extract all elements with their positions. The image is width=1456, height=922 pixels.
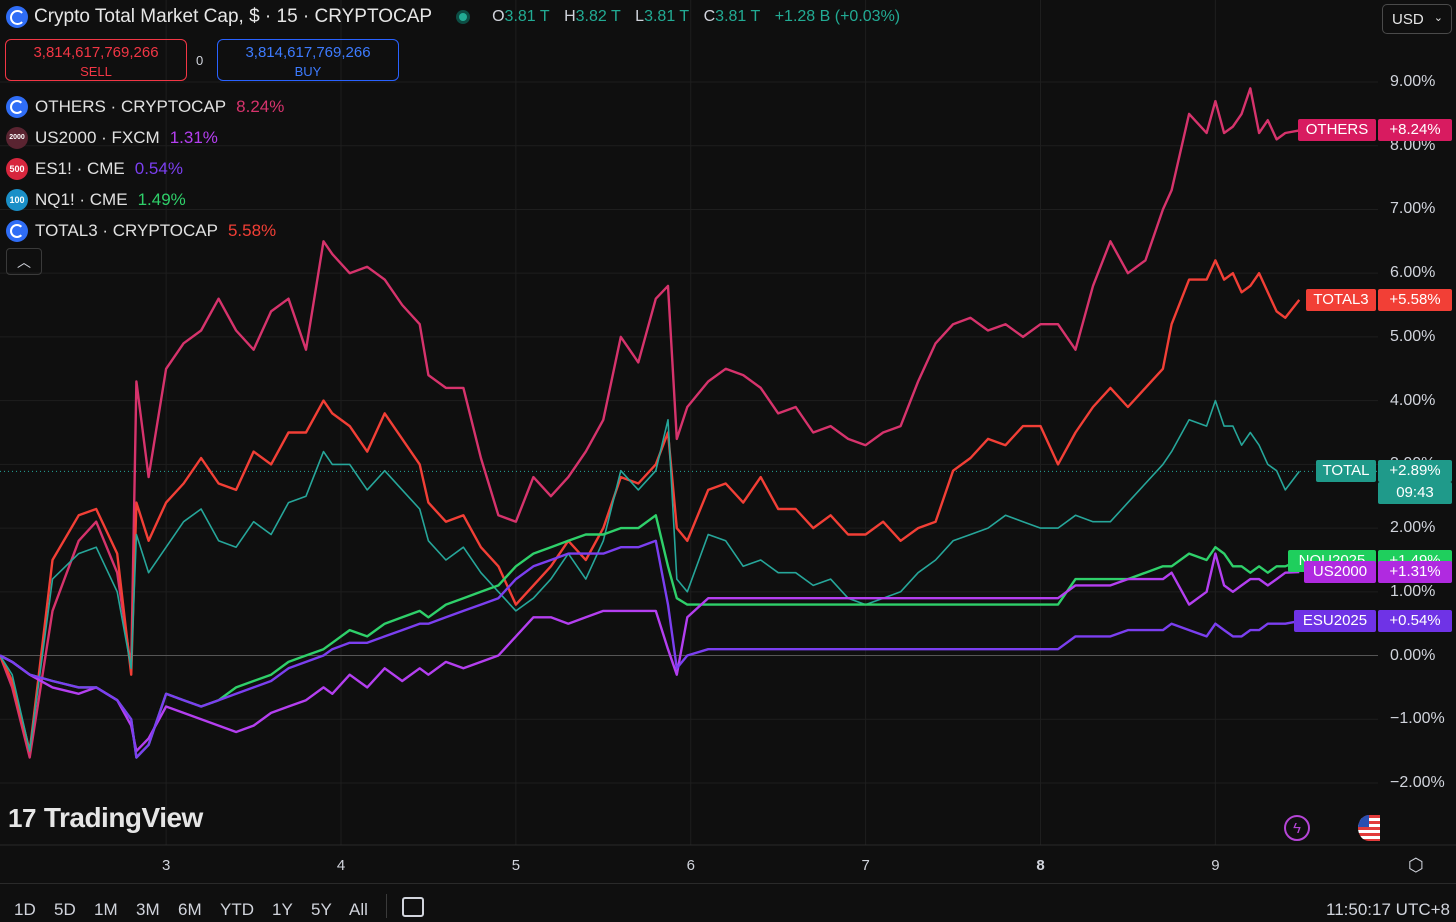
market-status-icon[interactable] [456, 10, 471, 24]
y-tick-label: 6.00% [1390, 264, 1436, 282]
legend-symbol: ES1! · CME [35, 158, 125, 178]
timeframe-button[interactable]: 5Y [311, 900, 332, 919]
series-line-esu2025 [0, 539, 1300, 759]
y-tick-label: 4.00% [1390, 391, 1436, 409]
series-line-others [0, 87, 1300, 759]
timeframe-button[interactable]: 1D [14, 900, 36, 919]
chart-title[interactable]: Crypto Total Market Cap, $ · 15 · CRYPTO… [34, 6, 433, 27]
timeframe-button[interactable]: YTD [220, 900, 254, 919]
legend: OTHERS · CRYPTOCAP 8.24% 2000 US2000 · FXCM… [6, 91, 284, 247]
legend-symbol: TOTAL3 · CRYPTOCAP [35, 221, 218, 241]
chevron-up-icon: ︿ [17, 253, 31, 270]
x-tick-label: 7 [861, 857, 870, 874]
legend-symbol: OTHERS · CRYPTOCAP [35, 96, 227, 116]
x-tick-label: 9 [1211, 857, 1220, 874]
buy-button[interactable]: 3,814,617,769,266 BUY [217, 39, 399, 81]
legend-symbol: US2000 · FXCM [35, 127, 160, 147]
chevron-down-icon: ⌄ [1433, 12, 1443, 24]
y-tick-label: 1.00% [1390, 582, 1436, 600]
cryptocap-icon [6, 6, 28, 28]
legend-row[interactable]: OTHERS · CRYPTOCAP 8.24% [6, 91, 284, 122]
series-line-us2000 [0, 552, 1300, 753]
cryptocap-icon [6, 220, 28, 243]
x-tick-label: 8 [1036, 857, 1045, 874]
timeframe-button[interactable]: 1M [94, 900, 118, 919]
calendar-goto-icon[interactable] [402, 897, 424, 917]
series-value-tag: +8.24% [1378, 119, 1452, 142]
series-name-tag: OTHERS [1298, 119, 1376, 142]
y-tick-label: −1.00% [1390, 710, 1445, 728]
tradingview-watermark[interactable]: 17 TradingView [8, 802, 203, 833]
timeframe-button[interactable]: 5D [54, 900, 76, 919]
clock[interactable]: 11:50:17 UTC+8 [1326, 900, 1450, 919]
countdown-tag: 09:43 [1378, 482, 1452, 505]
bottom-toolbar: 1D 5D 1M 3M 6M YTD 1Y 5Y All 11:50:17 UTC+8 [0, 883, 1456, 922]
series-name-tag: US2000 [1304, 561, 1376, 584]
legend-symbol: NQ1! · CME [35, 190, 128, 210]
y-tick-label: 7.00% [1390, 200, 1436, 218]
x-tick-label: 4 [336, 857, 346, 874]
series-name-tag: TOTAL [1316, 460, 1376, 483]
nasdaq100-icon: 100 [6, 189, 28, 212]
lightning-icon[interactable]: ϟ [1284, 815, 1310, 841]
timeframe-button[interactable]: 6M [178, 900, 202, 919]
settings-icon[interactable]: ⬡ [1408, 855, 1424, 875]
legend-row[interactable]: TOTAL3 · CRYPTOCAP 5.58% [6, 216, 284, 247]
buy-label: BUY [294, 64, 322, 79]
legend-row[interactable]: 500 ES1! · CME 0.54% [6, 153, 284, 184]
cryptocap-icon [6, 95, 28, 118]
spread-value: 0 [196, 53, 204, 68]
x-tick-label: 3 [161, 857, 171, 874]
sell-price: 3,814,617,769,266 [33, 44, 159, 61]
buy-price: 3,814,617,769,266 [245, 44, 371, 61]
y-tick-label: 9.00% [1390, 73, 1436, 90]
collapse-legend-button[interactable]: ︿ [6, 248, 42, 275]
currency-select[interactable]: USD ⌄ [1382, 4, 1452, 34]
series-value-tag: +0.54% [1378, 610, 1452, 633]
legend-row[interactable]: 2000 US2000 · FXCM 1.31% [6, 122, 284, 153]
series-name-tag: ESU2025 [1294, 610, 1376, 633]
sp500-icon: 500 [6, 157, 28, 180]
timeframe-button[interactable]: 3M [136, 900, 160, 919]
series-line-nqu2025 [0, 514, 1300, 759]
legend-value: 5.58% [227, 221, 277, 241]
y-tick-label: 5.00% [1390, 327, 1436, 345]
series-line-total [0, 399, 1300, 752]
legend-value: 0.54% [134, 158, 183, 178]
y-tick-label: 0.00% [1390, 646, 1436, 664]
y-tick-label: 2.00% [1390, 519, 1436, 537]
timeframe-button[interactable]: 1Y [272, 900, 293, 919]
sell-label: SELL [80, 64, 112, 79]
us2000-icon: 2000 [6, 126, 28, 149]
series-name-tag: TOTAL3 [1306, 288, 1376, 311]
legend-value: 8.24% [236, 96, 285, 116]
sell-button[interactable]: 3,814,617,769,266 SELL [5, 39, 187, 81]
legend-value: 1.49% [137, 190, 186, 210]
x-tick-label: 6 [686, 857, 695, 874]
legend-row[interactable]: 100 NQ1! · CME 1.49% [6, 185, 284, 216]
chart-header: Crypto Total Market Cap, $ · 15 · CRYPTO… [6, 6, 900, 28]
tradingview-logo-icon: 17 [8, 802, 36, 833]
series-value-tag: +5.58% [1378, 288, 1452, 311]
us-flag-icon[interactable] [1358, 815, 1380, 841]
toolbar-divider [386, 894, 387, 918]
ohlc-readout: O3.81 T H3.82 T L3.81 T C3.81 T +1.28 B … [492, 8, 901, 25]
y-tick-label: −2.00% [1390, 774, 1445, 791]
legend-value: 1.31% [169, 127, 218, 147]
timeframe-button[interactable]: All [349, 900, 368, 919]
series-line-total3 [0, 259, 1301, 753]
x-tick-label: 5 [511, 857, 521, 874]
series-value-tag: +2.89% [1378, 460, 1452, 483]
series-value-tag: +1.31% [1378, 561, 1452, 584]
